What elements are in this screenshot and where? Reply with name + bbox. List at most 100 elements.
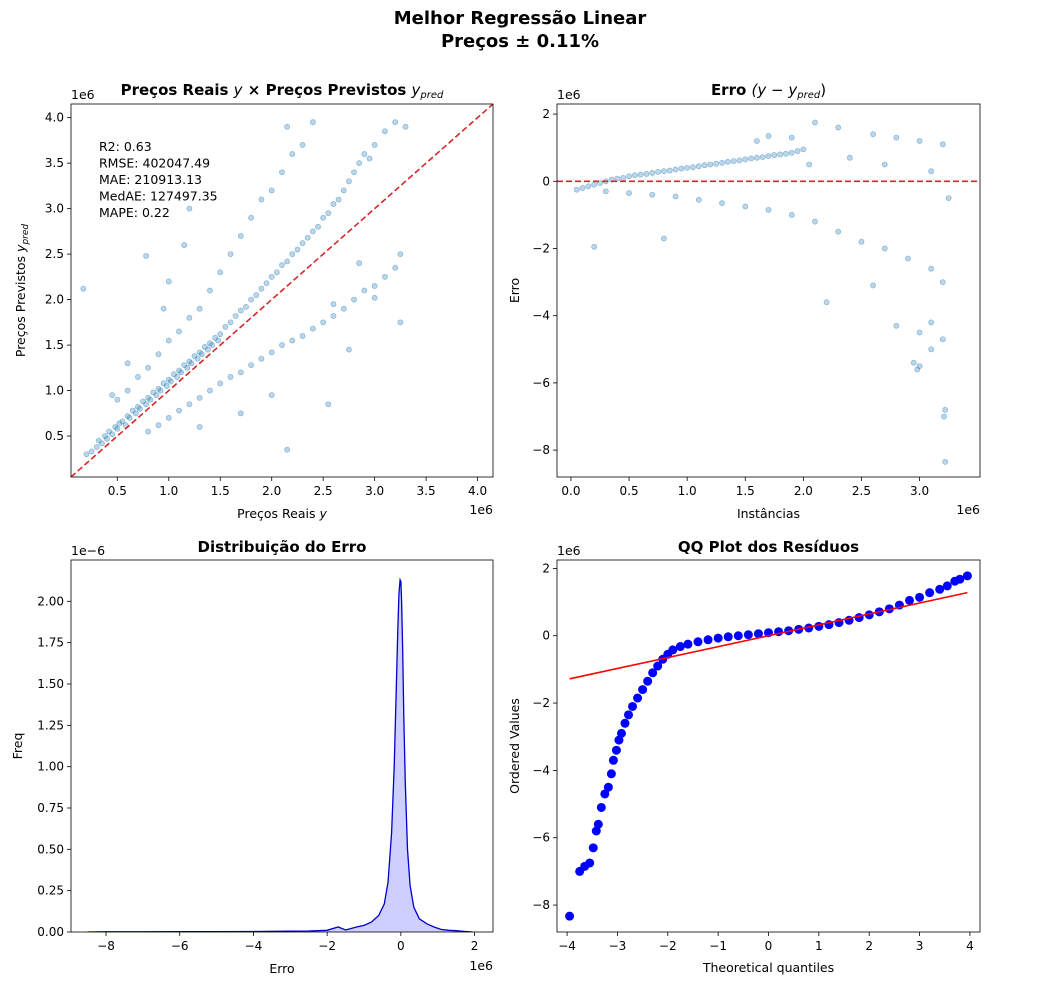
data-point xyxy=(279,262,285,268)
data-point xyxy=(893,134,900,141)
figure-title-line-2: Preços ± 0.11% xyxy=(440,31,600,52)
panel-title: Distribuição do Erro xyxy=(198,538,367,556)
panel-title: QQ Plot dos Resíduos xyxy=(678,538,859,556)
data-point xyxy=(284,258,291,265)
y-tick-label: 1.75 xyxy=(37,636,64,650)
data-point xyxy=(165,337,172,344)
axis-label-var: y xyxy=(13,244,28,253)
x-tick-label: −6 xyxy=(171,939,189,953)
data-point xyxy=(870,282,876,289)
y-tick-label: 1.5 xyxy=(45,338,64,352)
y-tick-label: 1.25 xyxy=(37,718,64,732)
data-point xyxy=(258,355,265,362)
data-point xyxy=(315,223,321,230)
x-tick-label: 3 xyxy=(916,939,924,953)
data-point xyxy=(145,428,152,435)
data-point xyxy=(823,299,830,306)
data-point xyxy=(748,155,754,162)
data-point xyxy=(186,314,193,321)
y-tick-label: −2 xyxy=(532,241,550,255)
x-tick-label: 3.5 xyxy=(417,484,436,498)
data-point xyxy=(371,294,378,301)
x-offset-label: 1e6 xyxy=(469,958,493,973)
data-point xyxy=(858,238,865,245)
x-axis-label: Instâncias xyxy=(737,506,800,521)
data-point xyxy=(155,351,162,358)
data-point xyxy=(289,337,296,344)
data-point xyxy=(812,119,818,126)
data-point xyxy=(222,323,229,330)
qq-point xyxy=(648,668,658,678)
data-point xyxy=(392,264,399,271)
data-point xyxy=(771,152,778,158)
data-point xyxy=(279,169,285,176)
data-point xyxy=(237,307,244,314)
qq-point xyxy=(703,635,713,645)
y-tick-label: −6 xyxy=(532,376,550,390)
qq-point xyxy=(905,595,914,605)
qq-point xyxy=(616,728,626,738)
data-point xyxy=(631,172,638,179)
data-point xyxy=(268,273,275,280)
qq_plot-plot-area xyxy=(565,571,972,921)
qq-point xyxy=(603,782,613,792)
x-tick-label: 2.0 xyxy=(794,484,813,498)
qq-point xyxy=(593,819,603,829)
data-point xyxy=(294,246,301,253)
x-axis-label: Preços Reais y xyxy=(237,506,327,521)
data-point xyxy=(573,186,580,193)
data-point xyxy=(325,401,332,408)
qq-point xyxy=(743,630,753,640)
qq-point xyxy=(942,581,952,591)
data-point xyxy=(186,401,193,408)
qq-point xyxy=(638,685,648,695)
data-point xyxy=(939,336,946,343)
qq-point xyxy=(753,629,763,639)
data-point xyxy=(196,394,203,401)
data-point xyxy=(382,273,388,280)
x-tick-label: 0.0 xyxy=(561,484,580,498)
data-point xyxy=(835,124,842,131)
data-point xyxy=(137,405,143,412)
qq-point xyxy=(955,574,965,584)
metric-label: R2: 0.63 xyxy=(99,139,152,154)
axes-frame xyxy=(70,103,494,478)
data-point xyxy=(109,392,116,399)
data-point xyxy=(591,181,598,188)
data-point xyxy=(614,175,621,182)
data-point xyxy=(402,123,409,130)
data-point xyxy=(361,151,368,157)
data-point xyxy=(893,322,900,329)
qq-point xyxy=(723,632,733,642)
data-point xyxy=(279,342,285,348)
data-point xyxy=(284,123,291,130)
data-point xyxy=(707,161,714,168)
data-point xyxy=(881,161,888,168)
data-point xyxy=(178,369,185,376)
data-point xyxy=(186,205,193,212)
data-point xyxy=(340,305,347,312)
x-tick-label: 0 xyxy=(765,939,773,953)
data-point xyxy=(309,119,316,126)
data-point xyxy=(366,155,373,162)
y-tick-label: 0.00 xyxy=(37,925,64,939)
qq-point xyxy=(611,745,621,755)
x-offset-label: 1e6 xyxy=(956,502,980,517)
data-point xyxy=(184,364,191,371)
data-point xyxy=(916,329,923,336)
metric-label: MedAE: 127497.35 xyxy=(99,189,218,204)
y-tick-label: 2.5 xyxy=(45,247,64,261)
axes-frame xyxy=(556,103,981,478)
y-tick-label: −4 xyxy=(532,309,550,323)
data-point xyxy=(655,168,662,175)
data-point xyxy=(626,173,632,180)
data-point xyxy=(207,287,213,294)
y-axis-label: Ordered Values xyxy=(507,698,522,794)
data-point xyxy=(351,296,357,303)
data-point xyxy=(690,164,696,171)
qq-point xyxy=(620,718,630,728)
y-tick-label: 0.25 xyxy=(37,884,64,898)
metric-label: MAPE: 0.22 xyxy=(99,205,170,220)
data-point xyxy=(181,242,188,248)
